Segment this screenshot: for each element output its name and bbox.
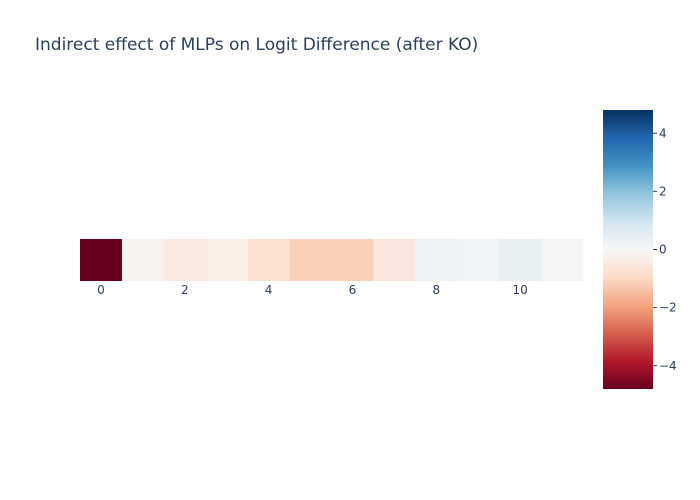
colorbar [603, 110, 653, 389]
heatmap-cell[interactable] [373, 239, 416, 281]
heatmap-cell[interactable] [541, 239, 584, 281]
colorbar-tick-label: −4 [659, 359, 677, 373]
heatmap-cell[interactable] [163, 239, 207, 281]
heatmap-cell[interactable] [289, 239, 332, 281]
colorbar-tick-label: −2 [659, 301, 677, 315]
colorbar-ticks: 4 2 0 −2 −4 [653, 126, 677, 373]
x-tick-label: 10 [512, 283, 527, 297]
x-tick-label: 0 [97, 283, 105, 297]
heatmap-cells [80, 239, 584, 281]
heatmap-cell[interactable] [331, 239, 374, 281]
heatmap-cell[interactable] [205, 239, 249, 281]
colorbar-tick-label: 0 [659, 243, 667, 257]
x-axis-ticks: 0 2 4 6 8 10 [97, 283, 528, 297]
heatmap-cell[interactable] [80, 239, 123, 281]
colorbar-tick-label: 2 [659, 184, 667, 198]
heatmap-cell[interactable] [121, 239, 165, 281]
x-tick-label: 6 [349, 283, 357, 297]
heatmap-cell[interactable] [457, 239, 500, 281]
chart-title: Indirect effect of MLPs on Logit Differe… [35, 35, 478, 55]
colorbar-tick-label: 4 [659, 126, 667, 140]
x-tick-label: 2 [181, 283, 189, 297]
heatmap-cell[interactable] [499, 239, 542, 281]
heatmap-cell[interactable] [415, 239, 458, 281]
x-tick-label: 8 [432, 283, 440, 297]
heatmap-cell[interactable] [247, 239, 291, 281]
x-tick-label: 4 [265, 283, 273, 297]
